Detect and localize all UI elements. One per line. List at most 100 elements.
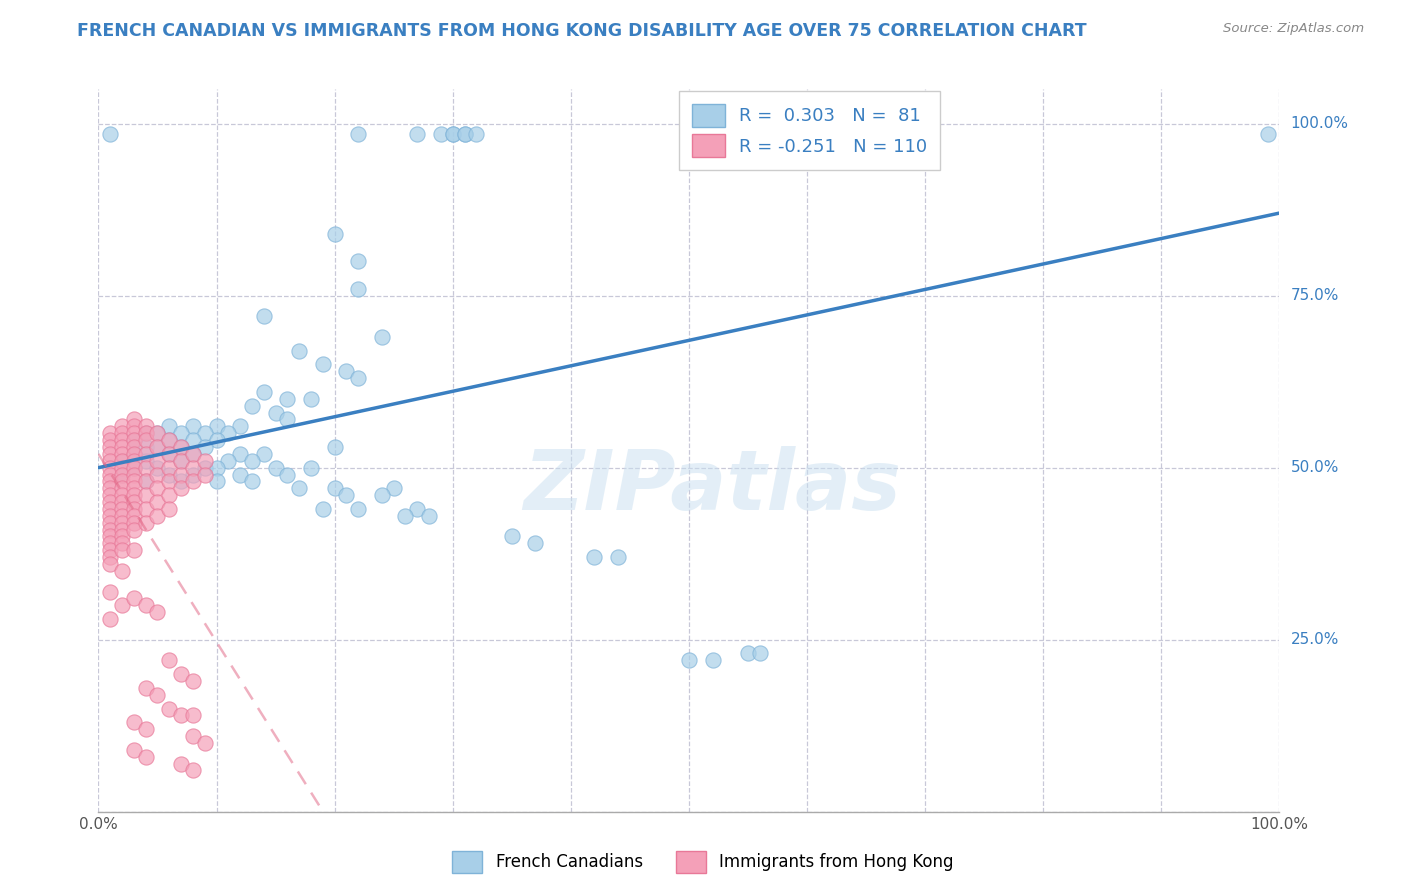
Point bbox=[146, 440, 169, 454]
Point bbox=[146, 508, 169, 523]
Point bbox=[135, 722, 157, 736]
Point bbox=[170, 475, 193, 489]
Point bbox=[157, 460, 180, 475]
Point bbox=[453, 127, 475, 141]
Point bbox=[276, 467, 298, 482]
Text: 50.0%: 50.0% bbox=[1291, 460, 1339, 475]
Point bbox=[170, 426, 193, 441]
Point bbox=[253, 447, 276, 461]
Point bbox=[122, 433, 145, 447]
Point bbox=[98, 612, 121, 626]
Point bbox=[181, 467, 204, 482]
Point bbox=[98, 475, 121, 489]
Point bbox=[111, 454, 134, 468]
Point bbox=[276, 392, 298, 406]
Point bbox=[98, 508, 121, 523]
Point bbox=[170, 467, 193, 482]
Point bbox=[98, 543, 121, 558]
Point bbox=[111, 488, 134, 502]
Point bbox=[98, 523, 121, 537]
Point bbox=[253, 384, 276, 399]
Point bbox=[253, 310, 276, 324]
Point bbox=[170, 440, 193, 454]
Point bbox=[135, 599, 157, 613]
Point bbox=[135, 454, 157, 468]
Point bbox=[146, 688, 169, 702]
Point bbox=[111, 447, 134, 461]
Point bbox=[240, 454, 263, 468]
Point bbox=[111, 564, 134, 578]
Point bbox=[170, 440, 193, 454]
Point bbox=[122, 467, 145, 482]
Point bbox=[240, 399, 263, 413]
Point bbox=[276, 412, 298, 426]
Text: Source: ZipAtlas.com: Source: ZipAtlas.com bbox=[1223, 22, 1364, 36]
Point bbox=[122, 543, 145, 558]
Point bbox=[135, 440, 157, 454]
Point bbox=[181, 764, 204, 778]
Text: 75.0%: 75.0% bbox=[1291, 288, 1339, 303]
Point bbox=[157, 467, 180, 482]
Point bbox=[335, 364, 357, 378]
Point bbox=[122, 495, 145, 509]
Point bbox=[240, 475, 263, 489]
Point bbox=[98, 557, 121, 571]
Point bbox=[194, 467, 217, 482]
Point bbox=[170, 756, 193, 771]
Point bbox=[748, 647, 770, 661]
Point bbox=[122, 475, 145, 489]
Point bbox=[430, 127, 453, 141]
Point bbox=[323, 481, 346, 495]
Point bbox=[406, 127, 429, 141]
Point bbox=[181, 460, 204, 475]
Point bbox=[170, 481, 193, 495]
Point bbox=[181, 419, 204, 434]
Point bbox=[135, 749, 157, 764]
Point bbox=[170, 708, 193, 723]
Point bbox=[157, 419, 180, 434]
Point bbox=[122, 508, 145, 523]
Point bbox=[347, 282, 370, 296]
Point bbox=[146, 467, 169, 482]
Point bbox=[583, 550, 606, 565]
Text: 100.0%: 100.0% bbox=[1291, 116, 1348, 131]
Point bbox=[157, 701, 180, 715]
Point bbox=[122, 454, 145, 468]
Point bbox=[98, 426, 121, 441]
Point bbox=[111, 426, 134, 441]
Point bbox=[194, 426, 217, 441]
Point bbox=[323, 227, 346, 241]
Point bbox=[98, 481, 121, 495]
Point bbox=[111, 440, 134, 454]
Point bbox=[111, 454, 134, 468]
Point bbox=[98, 536, 121, 550]
Point bbox=[194, 440, 217, 454]
Point bbox=[524, 536, 547, 550]
Point bbox=[194, 460, 217, 475]
Point bbox=[122, 481, 145, 495]
Point bbox=[135, 460, 157, 475]
Point bbox=[170, 454, 193, 468]
Point bbox=[737, 647, 759, 661]
Text: 25.0%: 25.0% bbox=[1291, 632, 1339, 648]
Point bbox=[122, 460, 145, 475]
Text: FRENCH CANADIAN VS IMMIGRANTS FROM HONG KONG DISABILITY AGE OVER 75 CORRELATION : FRENCH CANADIAN VS IMMIGRANTS FROM HONG … bbox=[77, 22, 1087, 40]
Point bbox=[264, 460, 287, 475]
Point bbox=[146, 426, 169, 441]
Point bbox=[111, 475, 134, 489]
Point bbox=[205, 475, 228, 489]
Point bbox=[157, 475, 180, 489]
Point bbox=[122, 502, 145, 516]
Point bbox=[111, 433, 134, 447]
Point bbox=[205, 460, 228, 475]
Point bbox=[181, 447, 204, 461]
Point bbox=[441, 127, 464, 141]
Point bbox=[170, 454, 193, 468]
Point bbox=[371, 330, 394, 344]
Point bbox=[98, 447, 121, 461]
Point bbox=[347, 502, 370, 516]
Point bbox=[135, 475, 157, 489]
Point bbox=[122, 440, 145, 454]
Point bbox=[312, 502, 335, 516]
Point bbox=[122, 447, 145, 461]
